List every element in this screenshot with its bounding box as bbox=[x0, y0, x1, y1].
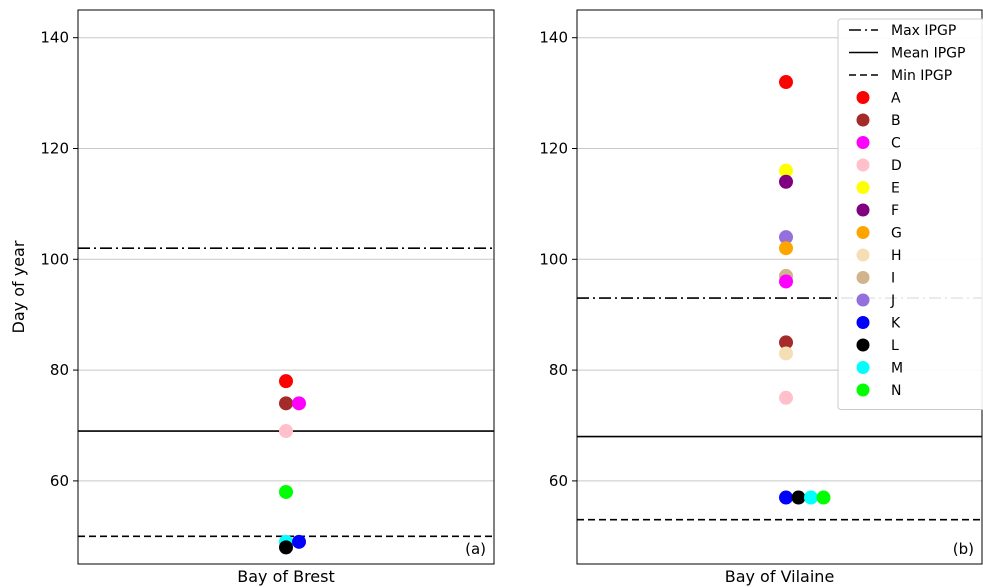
legend-marker-E bbox=[856, 181, 870, 194]
point-K bbox=[292, 534, 306, 549]
panel-tag: (a) bbox=[465, 540, 486, 558]
point-D bbox=[779, 390, 793, 405]
point-C bbox=[292, 396, 306, 411]
point-B bbox=[279, 396, 293, 411]
point-M bbox=[804, 490, 818, 505]
legend-label: N bbox=[891, 383, 901, 399]
legend-label: M bbox=[891, 361, 903, 377]
legend-label: H bbox=[891, 248, 902, 264]
legend-label: I bbox=[891, 271, 895, 287]
legend-label: Min IPGP bbox=[891, 68, 952, 84]
axes-frame bbox=[77, 9, 495, 565]
legend-marker-B bbox=[856, 113, 870, 127]
legend-marker-G bbox=[856, 226, 870, 239]
legend-label: A bbox=[891, 91, 901, 107]
legend-marker-L bbox=[856, 338, 870, 352]
legend-marker-H bbox=[856, 248, 870, 262]
legend-marker-C bbox=[856, 136, 870, 149]
legend-label: G bbox=[891, 226, 902, 242]
point-N bbox=[816, 490, 831, 505]
panel-b-bay-of-vilaine: 60 80 100 120 140 Bay of Vilaine (b) bbox=[539, 9, 983, 586]
y-tick-label: 60 bbox=[549, 472, 568, 490]
y-tick-label: 100 bbox=[40, 250, 69, 268]
legend-label: B bbox=[891, 113, 901, 129]
y-tick-label: 60 bbox=[50, 472, 69, 490]
point-C bbox=[779, 274, 793, 289]
point-L bbox=[791, 490, 806, 505]
legend-marker-M bbox=[856, 361, 870, 374]
legend-label: E bbox=[891, 181, 900, 197]
point-F bbox=[779, 174, 793, 189]
point-D bbox=[279, 424, 293, 439]
y-tick-label: 120 bbox=[539, 140, 568, 158]
legend-label: D bbox=[891, 158, 902, 174]
legend-marker-K bbox=[856, 316, 870, 329]
legend-marker-A bbox=[856, 91, 870, 104]
legend-label: J bbox=[890, 293, 895, 309]
y-tick-label: 80 bbox=[549, 361, 568, 379]
point-G bbox=[779, 241, 793, 256]
legend-label: C bbox=[891, 136, 901, 152]
y-tick-label: 140 bbox=[539, 29, 568, 47]
point-K bbox=[779, 490, 793, 505]
y-tick-label: 140 bbox=[40, 29, 69, 47]
legend-marker-D bbox=[856, 158, 870, 172]
point-E bbox=[779, 163, 793, 178]
point-A bbox=[279, 374, 293, 389]
point-N bbox=[279, 484, 293, 499]
y-tick-label: 100 bbox=[539, 250, 568, 268]
panel-tag: (b) bbox=[953, 540, 974, 558]
legend-marker-J bbox=[856, 293, 870, 307]
legend-label: Max IPGP bbox=[891, 23, 956, 39]
legend-marker-N bbox=[856, 383, 870, 397]
legend-marker-I bbox=[856, 271, 870, 284]
panel-a-bay-of-brest: 60 80 100 120 140 Bay of Brest Day of year (a) bbox=[9, 9, 495, 586]
point-H bbox=[779, 346, 793, 361]
legend-label: Mean IPGP bbox=[891, 46, 965, 62]
point-A bbox=[779, 75, 793, 90]
x-axis-label: Bay of Vilaine bbox=[725, 567, 835, 586]
point-J bbox=[779, 230, 793, 245]
legend-label: K bbox=[891, 316, 901, 332]
legend-box bbox=[837, 18, 983, 410]
legend-label: F bbox=[891, 203, 899, 219]
point-B bbox=[779, 335, 793, 350]
point-L bbox=[279, 540, 293, 555]
x-axis-label: Bay of Brest bbox=[237, 567, 335, 586]
y-tick-label: 120 bbox=[40, 140, 69, 158]
y-axis-label: Day of year bbox=[9, 240, 28, 333]
legend-marker-F bbox=[856, 203, 870, 217]
y-tick-label: 80 bbox=[50, 361, 69, 379]
legend-label: L bbox=[891, 338, 899, 354]
